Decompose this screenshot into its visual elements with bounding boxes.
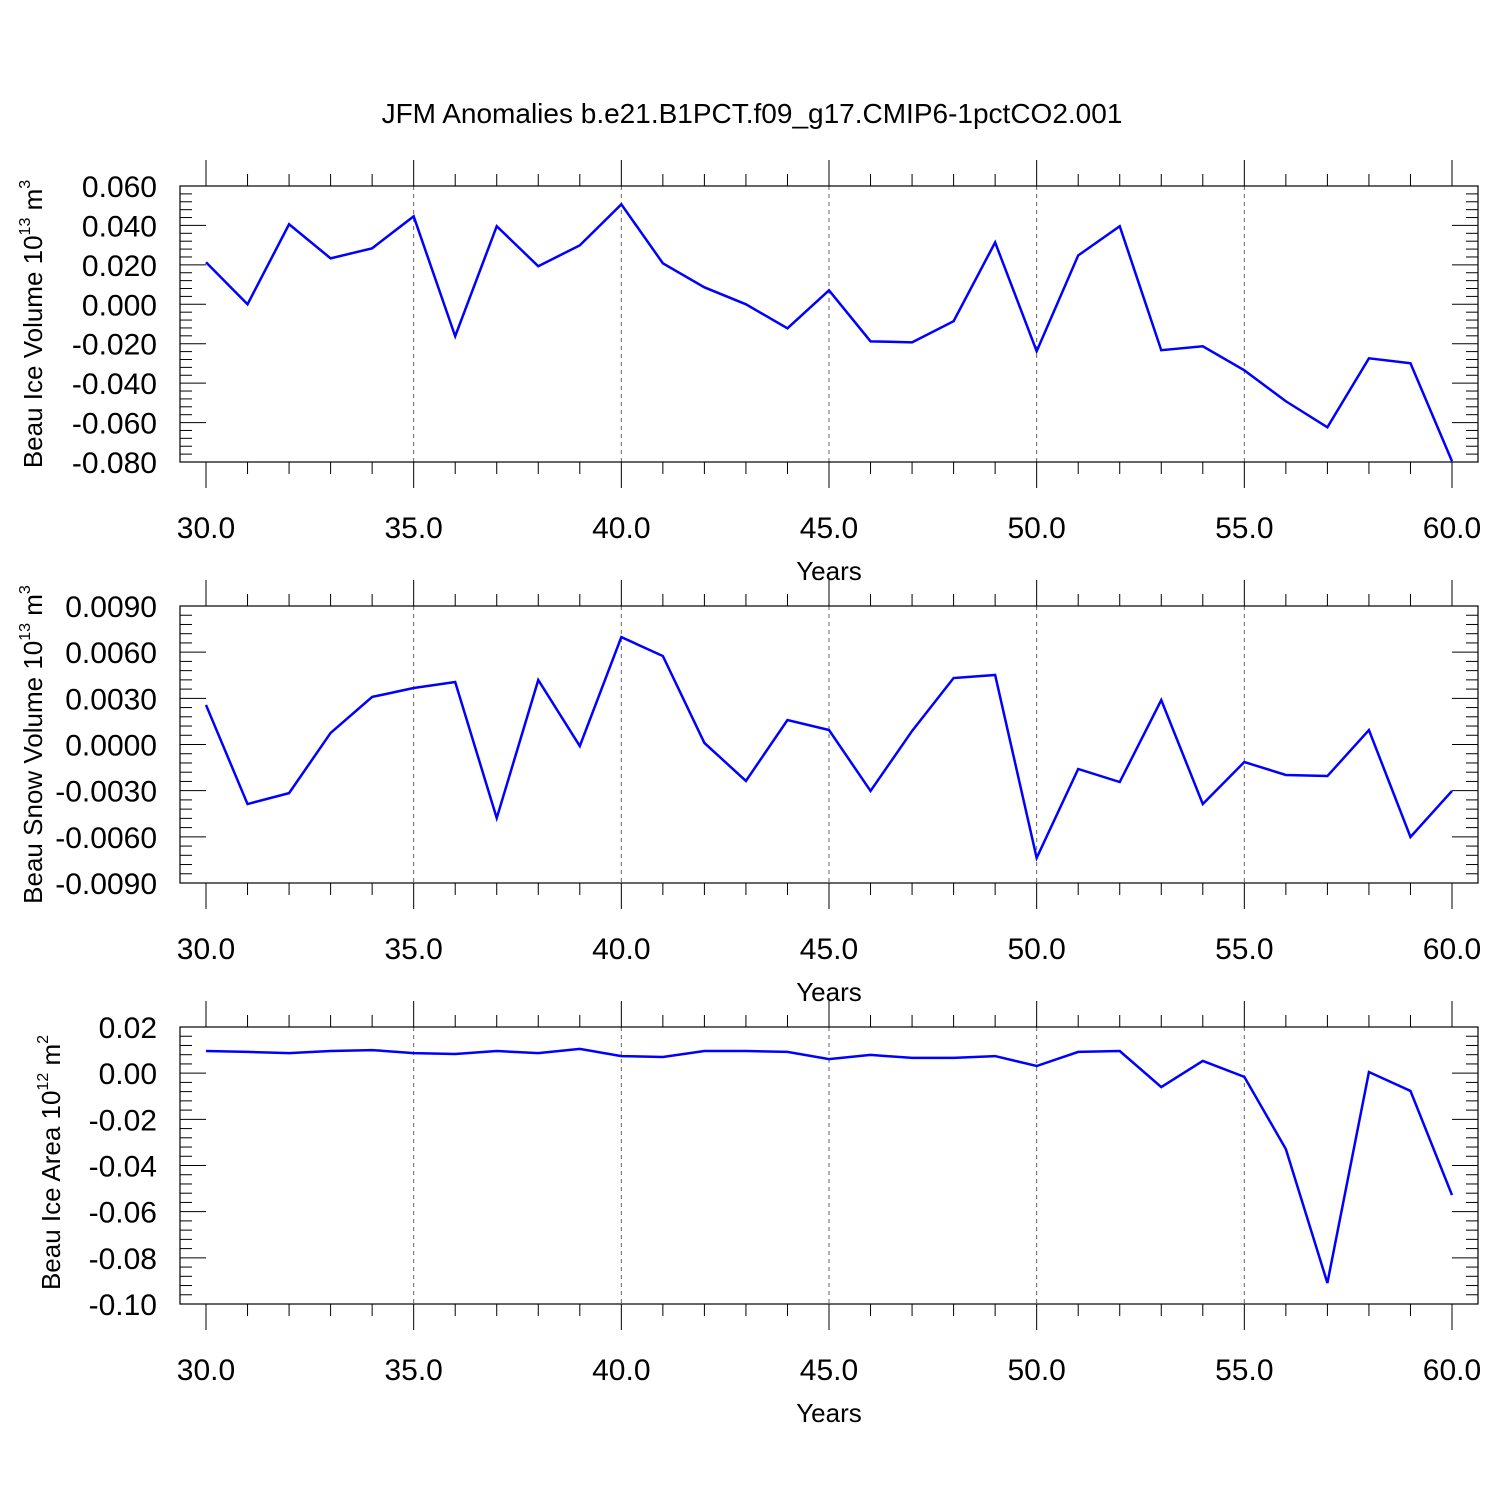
y-tick-label: 0.0060 <box>65 637 157 670</box>
y-axis-label: Beau Ice Area 1012 m2 <box>35 1035 66 1290</box>
chart-title: JFM Anomalies b.e21.B1PCT.f09_g17.CMIP6-… <box>382 98 1123 129</box>
y-tick-label: 0.0030 <box>65 683 157 716</box>
x-tick-label: 45.0 <box>800 1354 858 1387</box>
y-tick-label: -0.020 <box>72 329 157 362</box>
x-tick-label: 50.0 <box>1007 512 1065 545</box>
x-tick-label: 60.0 <box>1423 933 1481 966</box>
x-tick-label: 35.0 <box>384 512 442 545</box>
y-tick-label: -0.10 <box>89 1289 157 1322</box>
y-tick-label: -0.0090 <box>55 868 157 901</box>
x-tick-label: 50.0 <box>1007 1354 1065 1387</box>
y-tick-label: 0.020 <box>82 250 157 283</box>
y-axis-label-part: 13 <box>17 623 34 641</box>
x-tick-label: 35.0 <box>384 933 442 966</box>
y-tick-label: 0.000 <box>82 289 157 322</box>
y-tick-label: 0.0090 <box>65 591 157 624</box>
y-tick-label: 0.02 <box>99 1012 157 1045</box>
x-tick-label: 40.0 <box>592 1354 650 1387</box>
y-axis-label: Beau Ice Volume 1013 m3 <box>17 180 48 468</box>
x-tick-label: 45.0 <box>800 933 858 966</box>
x-tick-label: 40.0 <box>592 512 650 545</box>
x-tick-label: 30.0 <box>177 512 235 545</box>
panel-3: 30.0 35.0 40.0 45.0 50.0 55.0 60.0 Years 0.02 0.0… <box>35 1001 1481 1428</box>
panel-1: 30.0 35.0 40.0 45.0 50.0 55.0 60.0Years0.0600.… <box>17 160 1481 586</box>
x-tick-label: 60.0 <box>1423 512 1481 545</box>
y-tick-label: -0.02 <box>89 1104 157 1137</box>
y-axis-label-part: 13 <box>17 218 34 236</box>
panel-2: 30.0 35.0 40.0 45.0 50.0 55.0 60.0Years0.00900… <box>17 580 1481 1007</box>
y-axis-label-part: Beau Ice Area 10 <box>36 1091 66 1290</box>
x-tick-label: 35.0 <box>384 1354 442 1387</box>
y-tick-label: -0.0060 <box>55 822 157 855</box>
data-series-line <box>205 202 1454 462</box>
y-tick-label: -0.0030 <box>55 776 157 809</box>
x-tick-label: 40.0 <box>592 933 650 966</box>
x-tick-label: 50.0 <box>1007 933 1065 966</box>
x-axis-label: Years <box>796 1398 862 1428</box>
y-axis-label-part: 3 <box>17 180 34 189</box>
y-axis-label-part: Beau Snow Volume 10 <box>18 641 48 904</box>
y-tick-label: -0.04 <box>89 1151 157 1184</box>
y-axis-label-part: m <box>18 594 48 623</box>
y-tick-label: -0.06 <box>89 1197 157 1230</box>
data-series-line <box>204 635 1453 862</box>
y-tick-label: -0.08 <box>89 1243 157 1276</box>
y-axis-label-part: m <box>18 189 48 218</box>
x-tick-label: 55.0 <box>1215 512 1273 545</box>
x-tick-label: 55.0 <box>1215 933 1273 966</box>
y-axis-label-part: 12 <box>35 1073 52 1091</box>
x-tick-label: 55.0 <box>1215 1354 1273 1387</box>
y-axis-label: Beau Snow Volume 1013 m3 <box>17 585 48 904</box>
y-tick-label: -0.080 <box>72 447 157 480</box>
x-tick-label: 45.0 <box>800 512 858 545</box>
y-tick-label: -0.040 <box>72 368 157 401</box>
y-axis-label-part: 2 <box>35 1035 52 1044</box>
y-tick-label: 0.040 <box>82 210 157 243</box>
y-tick-label: 0.060 <box>82 171 157 204</box>
y-tick-label: 0.00 <box>99 1058 157 1091</box>
x-tick-label: 60.0 <box>1423 1354 1481 1387</box>
y-axis-label-part: Beau Ice Volume 10 <box>18 235 48 468</box>
y-tick-label: 0.0000 <box>65 730 157 763</box>
y-tick-label: -0.060 <box>72 408 157 441</box>
data-series-line <box>205 1047 1454 1284</box>
x-tick-label: 30.0 <box>177 1354 235 1387</box>
y-axis-label-part: 3 <box>17 585 34 594</box>
x-tick-label: 30.0 <box>177 933 235 966</box>
y-axis-label-part: m <box>36 1044 66 1073</box>
